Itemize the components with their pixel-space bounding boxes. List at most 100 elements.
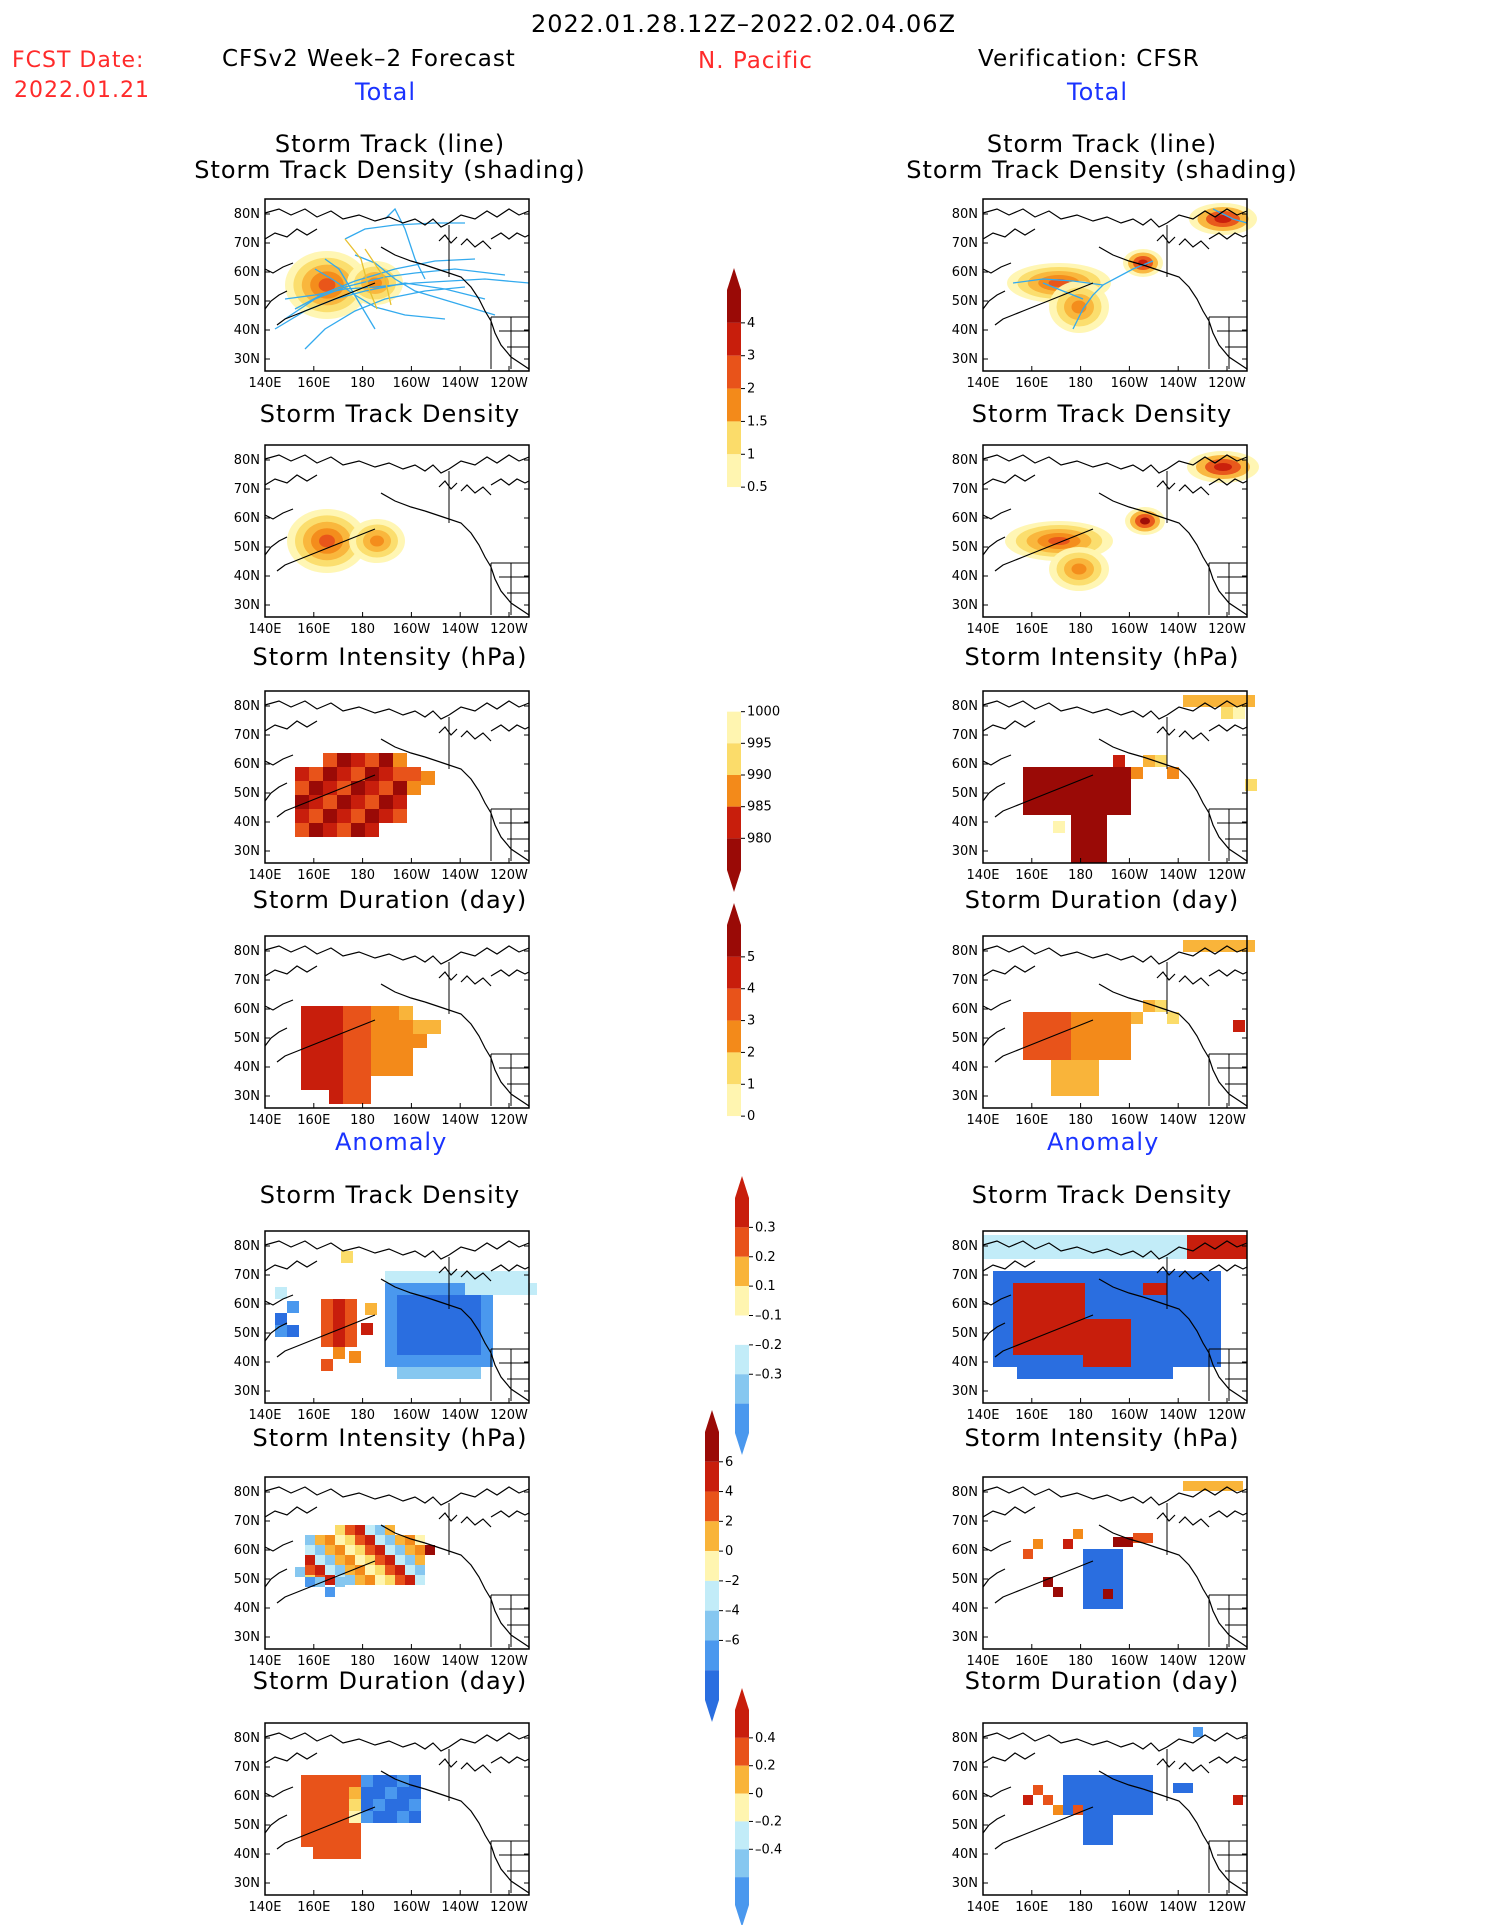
lon-tick-label: 160W [393,1113,431,1128]
grid-cell [301,1811,313,1823]
grid-cell [1035,1024,1047,1036]
map-frame [264,444,530,618]
coastline [460,1270,492,1282]
grid-cell [301,1787,313,1799]
grid-cell [1083,1775,1093,1785]
grid-cell [1071,1048,1083,1060]
grid-cell [333,1311,345,1323]
grid-cell [1233,1795,1243,1805]
colorbar-label: 4 [725,1485,733,1500]
grid-cell [1101,1295,1113,1307]
coastline [264,536,288,556]
grid-cell [405,1555,415,1565]
coastline [1208,724,1248,732]
lat-tick-label: 30N [952,1630,978,1645]
grid-cell [1031,1247,1043,1259]
colorbar-label: 3 [747,1014,755,1029]
grid-cell [477,1283,489,1295]
colorbar-label: –0.1 [755,1309,782,1324]
grid-cell [399,1034,413,1048]
grid-cell [343,1062,357,1076]
grid-cell [1185,1331,1197,1343]
grid-cell [1035,1048,1047,1060]
fcst-date: 2022.01.21 [14,78,150,103]
grid-cell [1119,803,1131,815]
grid-cell [1125,1307,1137,1319]
grid-cell [1083,1319,1095,1331]
colorbar-label: 0.2 [755,1250,776,1265]
lat-tick-label: 60N [952,1543,978,1558]
grid-cell [469,1343,481,1355]
lat-tick-label: 60N [234,511,260,526]
grid-cell [357,1048,371,1062]
colorbar-label: 0 [755,1787,763,1802]
grid-cell [1065,1367,1077,1379]
grid-cell [457,1307,469,1319]
lon-tick-label: 180 [1068,622,1093,637]
grid-cell [301,1775,313,1787]
grid-cell [329,1090,343,1104]
lat-tick-label: 30N [952,1089,978,1104]
right-p4-title: Storm Duration (day) [964,886,1240,914]
grid-cell [1137,1367,1149,1379]
grid-cell [1119,1355,1131,1367]
coastline [264,782,288,802]
grid-cell [413,1034,427,1048]
grid-cell [393,809,407,823]
grid-cell [1139,1235,1151,1247]
grid-cell [1125,1295,1137,1307]
grid-cell [335,1525,345,1535]
grid-cell [385,1355,397,1367]
grid-cell [1063,1805,1073,1815]
grid-cell [343,1006,357,1020]
grid-cell [309,795,323,809]
grid-cell [1037,1295,1049,1307]
coastline [982,474,1036,486]
coastline [994,1806,1094,1850]
grid-cell [395,1575,405,1585]
grid-cell [1119,1048,1131,1060]
grid-cell [1093,1805,1103,1815]
grid-cell [1051,1084,1063,1096]
grid-cell [1173,1307,1185,1319]
grid-cell [1013,1319,1025,1331]
coastline [994,1019,1094,1063]
colorbar-segment [705,1491,719,1522]
lon-tick-label: 160W [393,622,431,637]
coastline [982,1486,1168,1506]
grid-cell [1091,1235,1103,1247]
colorbar-intensity-anom: 6 4 2 0 –2 –4 –6 [705,1410,740,1722]
grid-cell [433,1295,445,1307]
grid-cell [385,1555,395,1565]
lat-tick-label: 80N [952,1485,978,1500]
colorbar-segment [727,388,741,422]
grid-cell [1071,827,1083,839]
grid-cell [325,1565,335,1575]
coastline [264,1322,288,1342]
left-p3-title: Storm Intensity (hPa) [252,643,528,671]
colorbar-segment [735,1198,749,1228]
lat-tick-label: 60N [952,265,978,280]
coastline [1208,478,1248,486]
lon-tick-label: 160E [1015,1654,1048,1669]
lon-tick-label: 160W [393,1900,431,1915]
colorbar-label: 1 [747,447,755,462]
grid-cell [1163,1235,1175,1247]
lon-tick-label: 160E [297,622,330,637]
grid-cell [1093,1549,1103,1559]
grid-cell [373,1799,385,1811]
lat-tick-label: 60N [952,1002,978,1017]
grid-cell [397,1775,409,1787]
grid-cell [337,1775,349,1787]
grid-cell [337,823,351,837]
grid-cell [1137,1319,1149,1331]
coastline [460,975,492,987]
grid-cell [1049,1319,1061,1331]
grid-cell [309,809,323,823]
grid-cell [301,1062,315,1076]
lon-tick-label: 160E [1015,376,1048,391]
coastline [490,478,530,486]
lat-tick-label: 30N [234,1630,260,1645]
colorbar-bottom-arrow [735,1433,749,1455]
grid-cell [295,809,309,823]
